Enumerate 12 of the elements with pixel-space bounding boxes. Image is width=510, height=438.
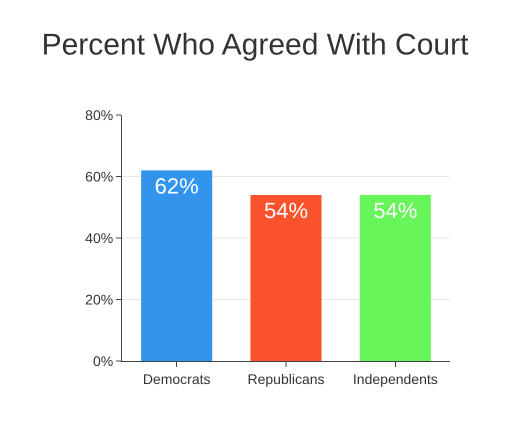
- x-tick-label: Independents: [352, 370, 438, 387]
- y-tick-label: 60%: [85, 168, 114, 184]
- y-tick-label: 40%: [85, 230, 114, 246]
- chart-title: Percent Who Agreed With Court: [42, 28, 470, 62]
- y-tick-label: 80%: [85, 106, 114, 123]
- data-label: 54%: [264, 198, 308, 223]
- y-tick-label: 20%: [85, 291, 114, 308]
- x-tick-label: Republicans: [247, 370, 325, 387]
- data-label: 54%: [373, 198, 418, 223]
- y-tick-label: 0%: [92, 352, 114, 369]
- data-label: 62%: [154, 173, 199, 198]
- x-tick-label: Democrats: [142, 370, 211, 387]
